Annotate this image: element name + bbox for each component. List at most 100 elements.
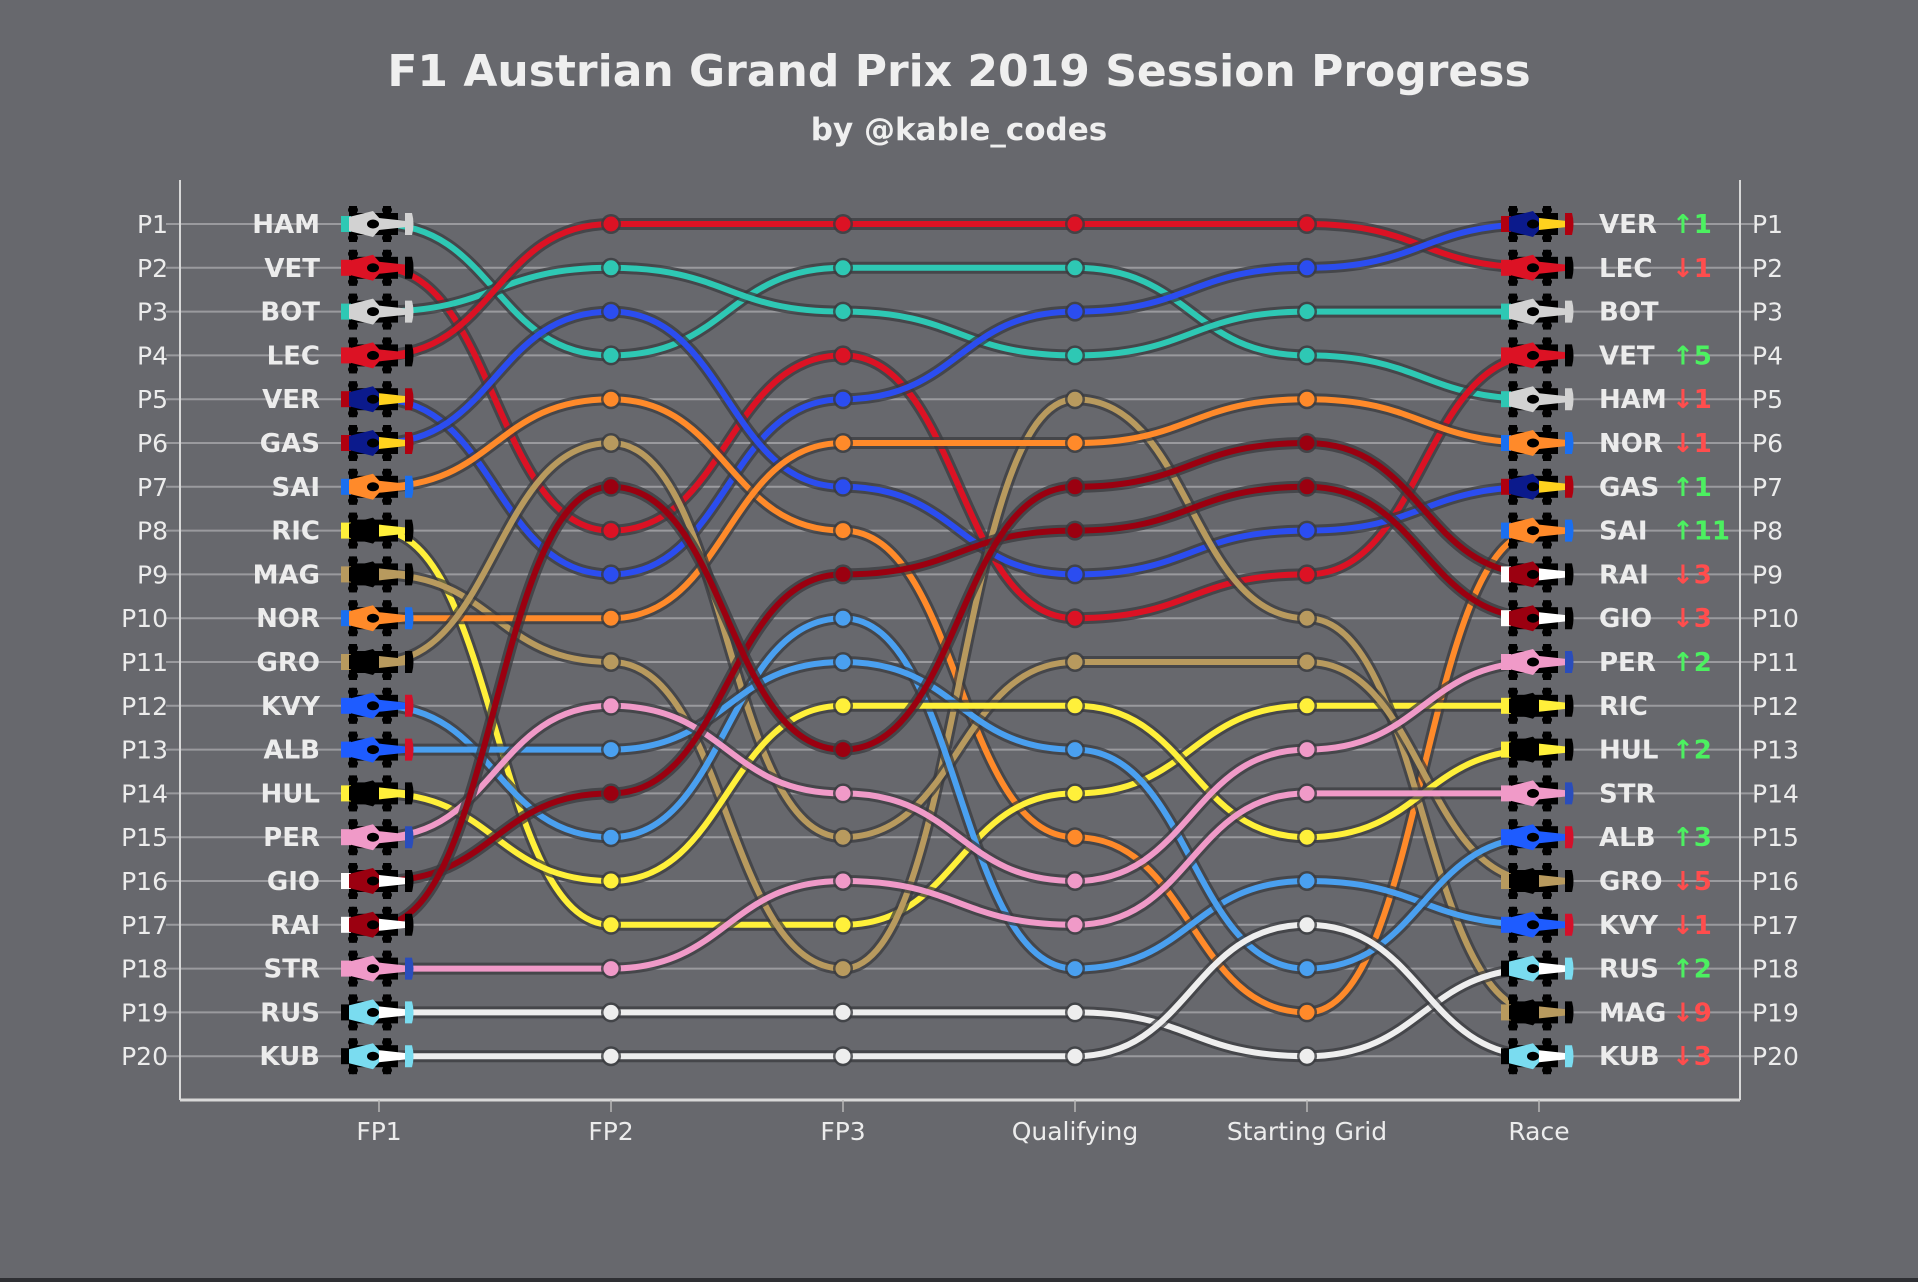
- y-tick-label-left: P1: [137, 210, 168, 239]
- cockpit: [1527, 219, 1539, 229]
- car-body: [1509, 430, 1541, 456]
- wheel: [383, 468, 391, 481]
- front-wing: [405, 782, 414, 805]
- car-body: [1509, 780, 1541, 807]
- driver-label-start: HAM: [252, 210, 320, 240]
- cockpit: [367, 701, 379, 711]
- front-wing: [405, 388, 414, 411]
- wheel: [349, 512, 357, 525]
- driver-label-start: BOT: [260, 298, 320, 328]
- rear-wing: [1501, 916, 1511, 933]
- position-change-down: ↓5: [1672, 867, 1712, 897]
- car-body: [1509, 1043, 1541, 1070]
- y-tick-label-right: P2: [1752, 254, 1783, 283]
- driver-label-finish: STR: [1599, 779, 1655, 809]
- wheel: [1543, 950, 1551, 963]
- front-wing: [405, 738, 414, 761]
- wheel: [349, 381, 357, 394]
- cockpit: [1527, 263, 1539, 273]
- driver-label-finish: NOR: [1599, 429, 1663, 459]
- data-point-rai-1: [603, 479, 619, 495]
- cockpit: [367, 788, 379, 798]
- wheel: [1543, 1038, 1551, 1051]
- driver-label-start: PER: [263, 823, 320, 853]
- wheel: [349, 230, 357, 242]
- position-change-up: ↑2: [1672, 736, 1712, 766]
- data-point-nor-1: [603, 610, 619, 626]
- rear-wing: [341, 1048, 351, 1065]
- rear-wing: [341, 303, 351, 320]
- wheel: [383, 1018, 391, 1031]
- wheel: [349, 930, 357, 943]
- data-point-ric-3: [1067, 785, 1083, 801]
- car-icon-gio-finish: [1501, 600, 1574, 637]
- wheel: [1543, 1018, 1551, 1031]
- car-body: [349, 386, 381, 413]
- car-nose: [1539, 875, 1567, 887]
- car-body: [1509, 517, 1541, 544]
- y-tick-label-left: P16: [121, 867, 168, 896]
- wheel: [1509, 512, 1517, 525]
- car-nose: [379, 918, 407, 931]
- front-wing: [1565, 651, 1574, 673]
- rear-wing: [341, 610, 351, 627]
- y-tick-label-left: P17: [121, 911, 168, 940]
- data-point-kub-3: [1067, 1048, 1083, 1064]
- series-lines: [378, 218, 1540, 1063]
- car-body: [1509, 211, 1541, 237]
- driver-label-finish: VET: [1599, 341, 1655, 371]
- wheel: [383, 249, 391, 262]
- wheel: [1543, 863, 1551, 875]
- data-point-rai-2: [835, 742, 851, 758]
- wheel: [383, 381, 391, 394]
- data-point-kub-4: [1299, 917, 1315, 933]
- car-icon-per-start: [341, 819, 414, 856]
- car-body: [1509, 561, 1541, 588]
- chart-title: F1 Austrian Grand Prix 2019 Session Prog…: [387, 46, 1530, 97]
- car-body: [1509, 649, 1541, 675]
- wheel: [383, 994, 391, 1007]
- x-tick-label: FP2: [588, 1117, 633, 1146]
- wheel: [383, 930, 391, 943]
- cockpit: [1527, 526, 1539, 536]
- y-tick-label-left: P4: [137, 341, 168, 370]
- series-points: [601, 214, 1317, 1067]
- y-tick-label-right: P1: [1752, 210, 1783, 239]
- data-point-ver-1: [603, 566, 619, 582]
- data-point-sai-2: [835, 523, 851, 539]
- data-point-kvy-4: [1299, 873, 1315, 889]
- car-body: [349, 780, 381, 807]
- wheel: [383, 206, 391, 218]
- data-point-alb-3: [1067, 742, 1083, 758]
- position-change-up: ↑11: [1672, 517, 1730, 547]
- front-wing: [1565, 782, 1574, 805]
- wheel: [383, 731, 391, 744]
- data-point-gro-4: [1299, 654, 1315, 670]
- wheel: [1543, 668, 1551, 680]
- data-point-per-3: [1067, 873, 1083, 889]
- data-point-bot-2: [835, 304, 851, 320]
- car-icon-ham-start: [341, 206, 414, 242]
- series-line-rai: [378, 439, 1540, 928]
- data-point-rai-4: [1299, 435, 1315, 451]
- driver-label-finish: RIC: [1599, 692, 1648, 722]
- car-body: [1509, 254, 1541, 281]
- front-wing: [405, 213, 414, 235]
- cockpit: [367, 482, 379, 492]
- driver-label-start: VET: [264, 254, 320, 284]
- data-point-gro-3: [1067, 654, 1083, 670]
- wheel: [349, 492, 357, 505]
- wheel: [1509, 863, 1517, 875]
- series-line-hul: [378, 702, 1540, 885]
- car-icon-lec-start: [341, 337, 414, 374]
- wheel: [1509, 974, 1517, 987]
- position-change-down: ↓3: [1672, 604, 1712, 634]
- wheel: [1509, 536, 1517, 549]
- data-point-str-2: [835, 873, 851, 889]
- driver-label-finish: GRO: [1599, 867, 1662, 897]
- data-point-vet-3: [1067, 610, 1083, 626]
- wheel: [349, 293, 357, 306]
- cockpit: [1527, 701, 1539, 711]
- car-body: [349, 868, 381, 894]
- front-wing: [1565, 826, 1574, 849]
